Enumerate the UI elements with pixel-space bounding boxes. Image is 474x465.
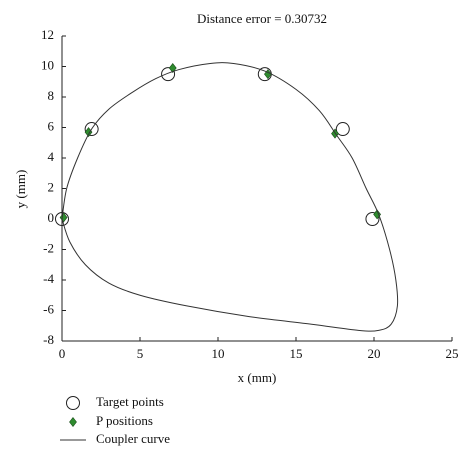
legend-label: Coupler curve	[96, 431, 170, 446]
target-point	[84, 122, 99, 137]
y-tick-label: 12	[41, 27, 54, 42]
p-position	[168, 63, 177, 74]
y-tick-label: 4	[48, 149, 55, 164]
y-tick-label: -2	[43, 240, 54, 255]
legend-label: Target points	[96, 394, 164, 409]
y-tick-label: -6	[43, 301, 54, 316]
x-tick-label: 5	[137, 346, 144, 361]
y-tick-label: 8	[48, 88, 55, 103]
y-tick-label: 10	[41, 57, 54, 72]
y-tick-label: -8	[43, 332, 54, 347]
x-tick-label: 10	[212, 346, 225, 361]
target-point	[335, 122, 350, 137]
y-axis-label: y (mm)	[13, 170, 28, 209]
target-point	[55, 212, 69, 226]
x-tick-label: 15	[290, 346, 303, 361]
x-axis-label: x (mm)	[238, 370, 277, 385]
x-tick-label: 25	[446, 346, 459, 361]
x-tick-label: 20	[368, 346, 381, 361]
y-tick-label: 2	[48, 179, 55, 194]
coupler-curve	[61, 62, 399, 332]
target-point	[365, 212, 380, 226]
x-tick-label: 0	[59, 346, 66, 361]
p-position	[373, 209, 382, 220]
y-tick-label: -4	[43, 271, 54, 286]
target-point	[161, 67, 176, 82]
legend-marker	[66, 396, 80, 410]
legend-marker	[69, 417, 77, 427]
chart-title: Distance error = 0.30732	[197, 11, 327, 26]
y-tick-label: 6	[48, 118, 55, 133]
y-tick-label: 0	[48, 210, 55, 225]
legend-label: P positions	[96, 413, 153, 428]
